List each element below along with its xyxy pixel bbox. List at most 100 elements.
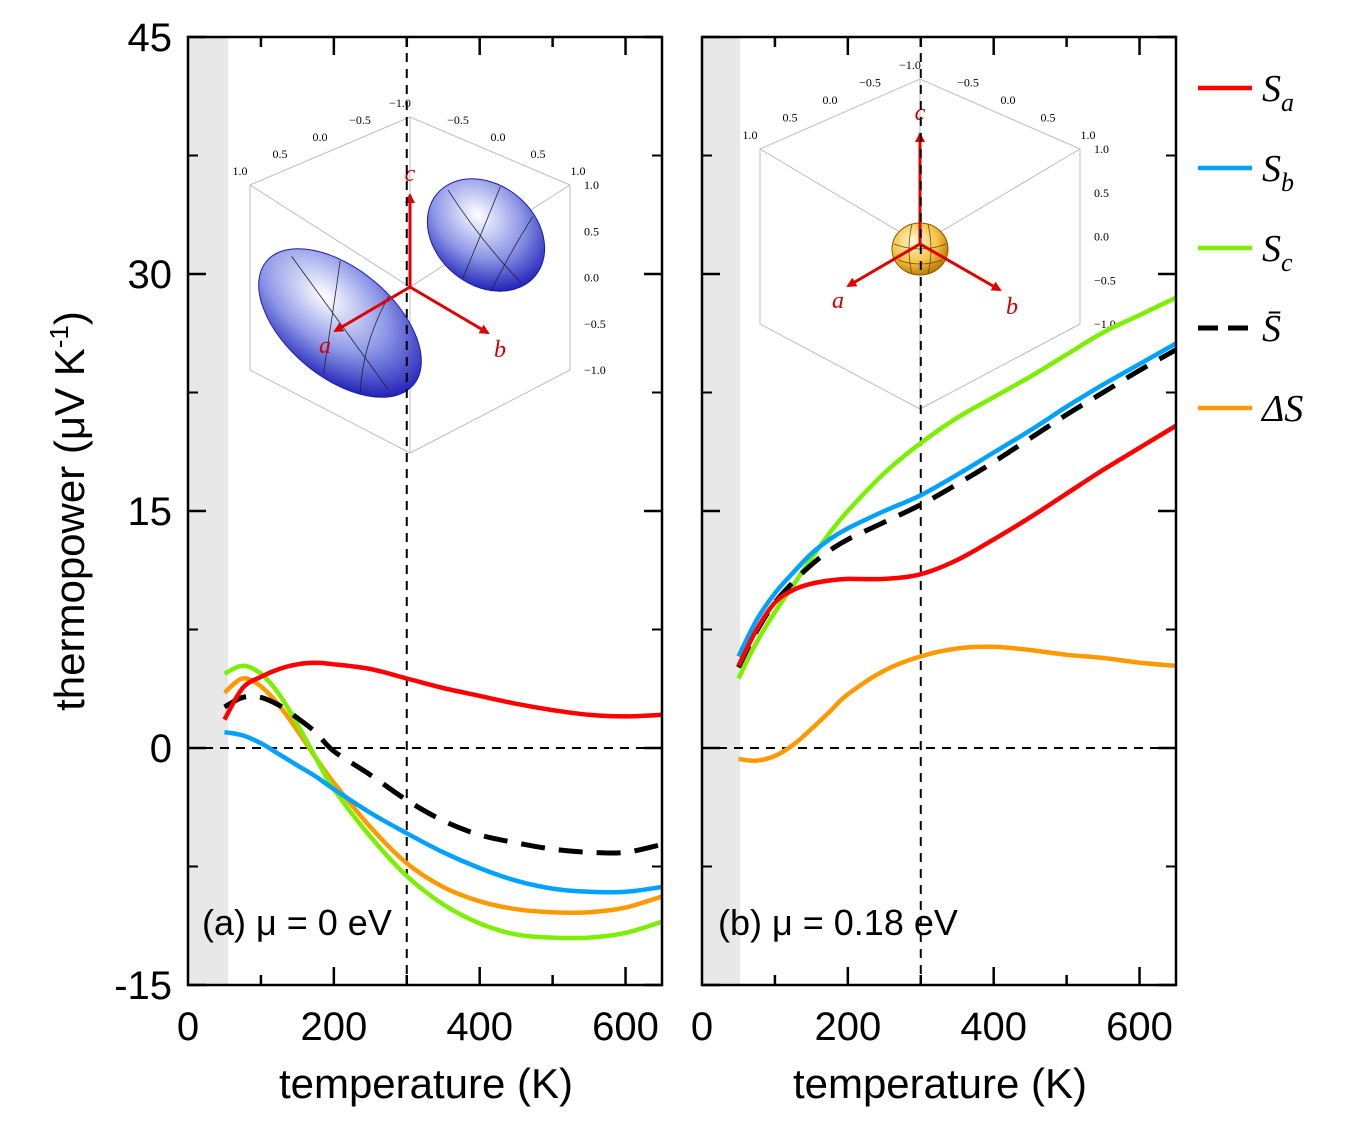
inset-tick-label: 0.5: [584, 224, 599, 238]
y-axis-title-sup: -1: [44, 325, 74, 348]
legend-label: S̄: [1262, 308, 1281, 350]
series-line-Sc: [736, 295, 1176, 680]
series-line-Sbar: [223, 693, 662, 856]
y-tick-label: -15: [114, 964, 172, 1008]
legend-item-Sb: Sb: [1198, 148, 1294, 197]
series-line-Sb: [224, 729, 662, 895]
inset-tick-label: 0.5: [783, 111, 798, 125]
inset-axis-label: c: [405, 161, 416, 187]
inset-tick-label: −1.0: [584, 363, 606, 377]
inset-axis-a: [846, 242, 921, 288]
legend-symbol: S: [1262, 68, 1281, 110]
inset-tick-label: 1.0: [1081, 128, 1096, 142]
inset-tick-label: 0.0: [584, 271, 599, 285]
inset-tick-label: 0.5: [531, 147, 546, 161]
legend-symbol: S̄: [1262, 308, 1281, 350]
legend-subscript: c: [1281, 248, 1293, 277]
legend-symbol: S: [1262, 228, 1281, 270]
inset-tick-label: −0.5: [1094, 273, 1116, 287]
inset-tick-label: 0.0: [1094, 230, 1109, 244]
series-line-Sb: [736, 341, 1176, 658]
inset-tick-label: 1.0: [1094, 142, 1109, 156]
inset-tick-label: 0.0: [491, 130, 506, 144]
series-group: [736, 295, 1176, 763]
inset-axis-label: a: [832, 288, 844, 314]
y-axis-title-close: ): [46, 311, 93, 325]
inset-tick-label: −0.5: [957, 76, 979, 90]
plot-frame: [700, 35, 1178, 987]
inset-tick-label: −0.5: [349, 113, 371, 127]
inset-tick-label: 0.0: [823, 93, 838, 107]
y-tick-label: 0: [150, 727, 172, 771]
legend-symbol: S: [1262, 148, 1281, 190]
inset-tick-label: 0.5: [1094, 186, 1109, 200]
panel-label: (b) μ = 0.18 eV: [718, 902, 958, 943]
x-tick-label: 600: [592, 1005, 659, 1049]
series-group: [222, 660, 662, 941]
inset-fermi-surface-a: 1.00.50.0−0.5−1.0−0.50.00.51.01.00.50.0−…: [233, 96, 606, 454]
series-line-Sbar: [736, 347, 1176, 669]
legend-item-Sa: Sa: [1198, 68, 1294, 117]
series-line-Sa: [736, 423, 1176, 667]
inset-tick-label: 0.0: [313, 130, 328, 144]
series-line-dS: [223, 676, 662, 916]
inset-tick-label: −1.0: [389, 96, 411, 110]
y-axis-title-main: thermopower (μV K: [46, 348, 93, 711]
x-axis-title-b: temperature (K): [793, 1060, 1087, 1107]
series-line-Sa: [222, 660, 662, 721]
panel-label: (a) μ = 0 eV: [202, 902, 392, 943]
inset-box-edge: [249, 185, 571, 454]
legend-subscript: a: [1281, 88, 1294, 117]
inset-axis-label: c: [915, 100, 926, 126]
y-axis-title: thermopower (μV K-1): [44, 311, 93, 711]
reference-lines: [188, 37, 662, 985]
inset-tick-label: −0.5: [584, 317, 606, 331]
legend-label: Sb: [1262, 148, 1294, 197]
panel-b: 1.00.50.0−0.5−1.0−0.50.00.51.01.00.50.0−…: [700, 35, 1178, 987]
inset-tick-label: 0.0: [1001, 93, 1016, 107]
inset-axis-label: b: [494, 337, 506, 363]
legend-label: Sc: [1262, 228, 1293, 277]
legend-label: Sa: [1262, 68, 1294, 117]
y-tick-label: 45: [128, 16, 173, 60]
inset-tick-label: −1.0: [899, 58, 921, 72]
y-tick-label: 30: [128, 253, 173, 297]
inset-axis-b: [409, 285, 490, 335]
y-tick-labels: -15 0 15 30 45: [114, 16, 172, 1008]
x-tick-label: 600: [1106, 1005, 1173, 1049]
inset-tick-label: 0.5: [273, 147, 288, 161]
x-tick-label: 400: [960, 1005, 1027, 1049]
legend-item-dS: ΔS: [1198, 388, 1303, 430]
inset-box-edge: [759, 149, 1081, 410]
inset-tick-label: 1.0: [743, 128, 758, 142]
x-tick-labels: 0 200 400 600 0 200 400 600: [177, 1005, 1173, 1049]
inset-tick-label: 1.0: [233, 164, 248, 178]
x-axis-title-a: temperature (K): [279, 1060, 573, 1107]
x-tick-label: 200: [300, 1005, 367, 1049]
inset-axis-b: [919, 242, 1002, 292]
x-tick-label: 400: [446, 1005, 513, 1049]
legend-label: ΔS: [1260, 388, 1303, 430]
axis-ticks: [702, 35, 1176, 987]
series-line-dS: [738, 644, 1176, 763]
inset-tick-label: −0.5: [447, 113, 469, 127]
series-line-Sc: [223, 663, 662, 941]
inset-tick-label: −0.5: [859, 76, 881, 90]
x-tick-label: 0: [177, 1005, 199, 1049]
y-tick-label: 15: [128, 490, 173, 534]
legend-symbol: ΔS: [1260, 388, 1303, 430]
legend-subscript: b: [1281, 168, 1294, 197]
inset-axis-a: [333, 285, 411, 333]
x-tick-label: 200: [814, 1005, 881, 1049]
fermi-pocket-upper: [426, 178, 546, 292]
x-tick-label: 0: [691, 1005, 713, 1049]
fermi-pocket-lower: [258, 248, 422, 398]
legend-item-Sbar: S̄: [1198, 308, 1281, 350]
panel-a: 1.00.50.0−0.5−1.0−0.50.00.51.01.00.50.0−…: [186, 35, 664, 987]
legend-item-Sc: Sc: [1198, 228, 1293, 277]
inset-axis-label: a: [319, 333, 331, 359]
inset-tick-label: 1.0: [571, 164, 586, 178]
axis-ticks: [188, 35, 662, 987]
